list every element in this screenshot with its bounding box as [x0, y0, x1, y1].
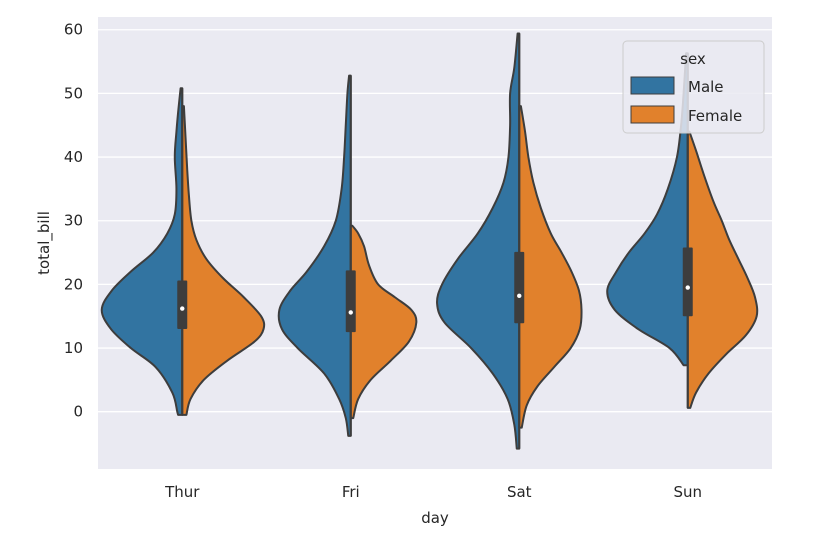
y-tick-label: 60	[64, 21, 83, 39]
violins	[100, 32, 759, 450]
violin-female-sun	[686, 130, 759, 409]
iqr-box-fri	[345, 270, 356, 333]
violin-female-fri	[349, 224, 418, 420]
legend-title: sex	[680, 50, 706, 68]
y-tick-label: 10	[64, 339, 83, 357]
legend-swatch-female	[630, 105, 675, 124]
x-tick-label: Fri	[342, 483, 360, 501]
violin-female-thur	[181, 105, 266, 416]
y-tick-label: 0	[73, 403, 83, 421]
x-tick-label: Sun	[673, 483, 702, 501]
violin-male-fri	[277, 74, 352, 437]
iqr-box-thur	[177, 280, 188, 329]
x-axis-label: day	[421, 509, 449, 527]
y-axis-ticks: 0 10 20 30 40 50 60	[64, 21, 83, 421]
y-tick-label: 30	[64, 212, 83, 230]
legend-swatch-male	[630, 76, 675, 95]
y-axis-label: total_bill	[35, 211, 54, 275]
iqr-box-sun	[682, 247, 693, 317]
legend-label-male: Male	[688, 78, 724, 96]
legend-label-female: Female	[688, 107, 742, 125]
legend: sex Male Female	[622, 40, 765, 134]
x-tick-label: Thur	[164, 483, 200, 501]
y-tick-label: 40	[64, 148, 83, 166]
violin-male-sat	[436, 32, 521, 450]
violin-male-thur	[100, 87, 184, 416]
iqr-box-sat	[514, 251, 525, 324]
median-point-fri	[348, 310, 353, 315]
median-point-sun	[685, 285, 690, 290]
violin-female-sat	[518, 105, 583, 429]
median-point-sat	[517, 293, 522, 299]
x-tick-label: Sat	[507, 483, 532, 501]
y-tick-label: 50	[64, 84, 83, 102]
y-tick-label: 20	[64, 275, 83, 293]
median-point-thur	[180, 306, 185, 311]
x-axis-ticks: Thur Fri Sat Sun	[164, 483, 702, 501]
